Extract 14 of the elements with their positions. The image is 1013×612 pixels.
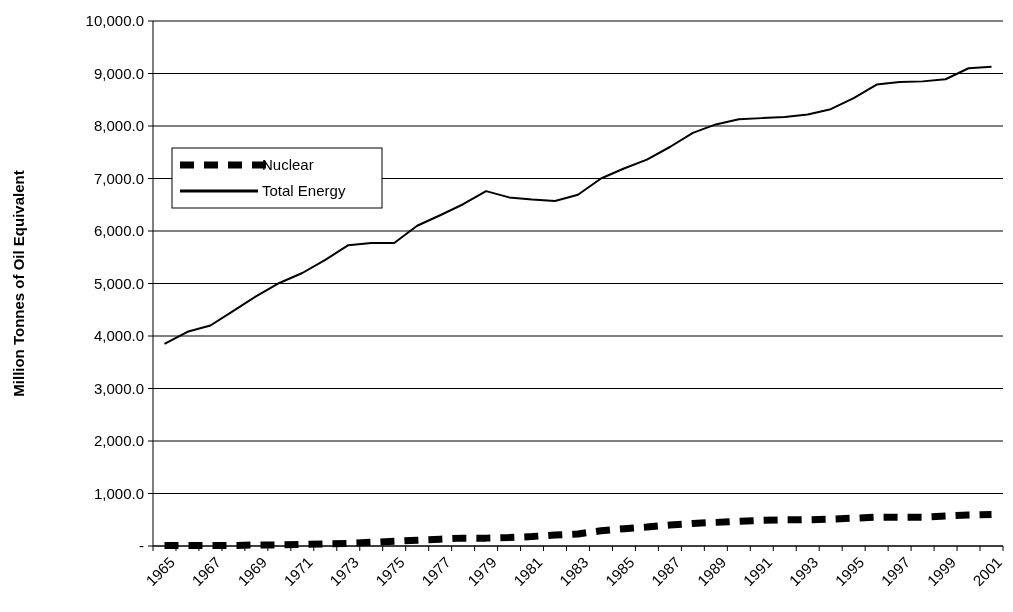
y-tick-label: 1,000.0: [93, 484, 144, 502]
y-tick-label: 3,000.0: [93, 379, 144, 397]
y-tick-label: 4,000.0: [93, 327, 144, 345]
y-tick-label: 8,000.0: [93, 117, 144, 135]
legend-label: Total Energy: [262, 182, 346, 200]
y-tick-label: 5,000.0: [93, 274, 144, 292]
y-tick-label: 10,000.0: [85, 12, 144, 30]
y-tick-label: 7,000.0: [93, 169, 144, 187]
y-axis-title: Million Tonnes of Oil Equivalent: [10, 170, 27, 397]
y-tick-label: 6,000.0: [93, 222, 144, 240]
legend-label: Nuclear: [262, 156, 314, 174]
y-tick-label: -: [139, 537, 144, 555]
y-tick-label: 9,000.0: [93, 64, 144, 82]
y-tick-label: 2,000.0: [93, 432, 144, 450]
